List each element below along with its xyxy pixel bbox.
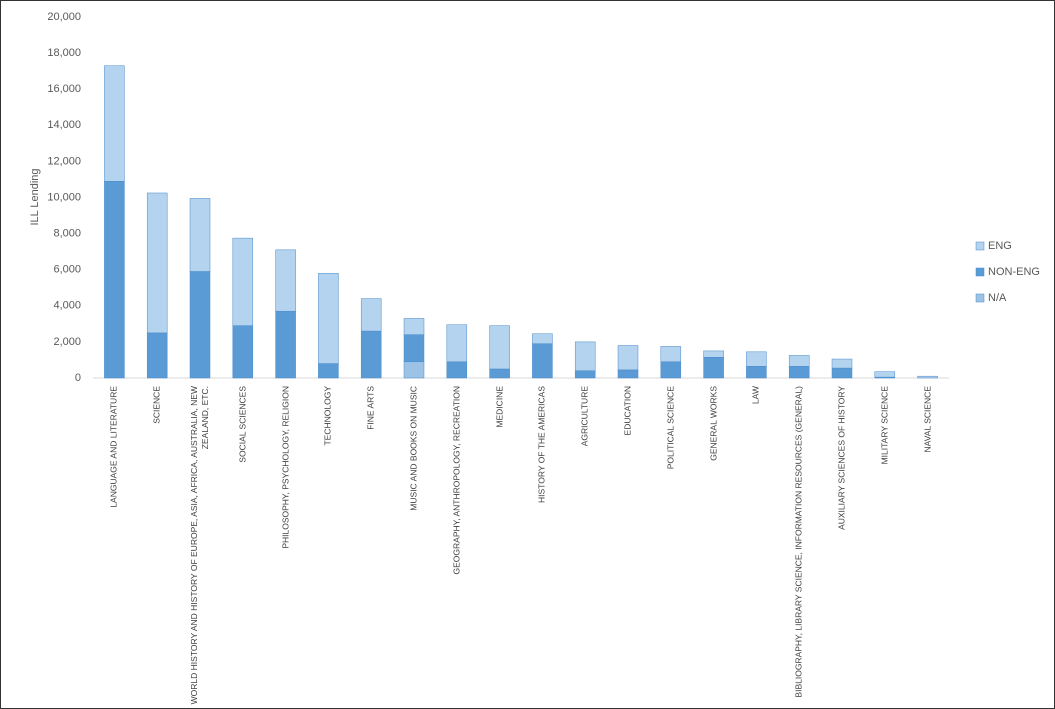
- y-tick-label: 8,000: [53, 228, 81, 240]
- y-tick-label: 18,000: [47, 47, 81, 59]
- bar-segment: [189, 271, 211, 379]
- bar-segment: [403, 334, 425, 363]
- bar-segment: [831, 358, 853, 369]
- x-tick-label: BIBLIOGRAPHY, LIBRARY SCIENCE, INFORMATI…: [793, 386, 804, 698]
- bar-segment: [788, 355, 810, 367]
- bar-segment: [403, 361, 425, 379]
- x-tick-label: MILITARY SCIENCE: [879, 386, 890, 465]
- bar-segment: [446, 361, 468, 379]
- x-tick-label: MEDICINE: [494, 386, 505, 428]
- legend-swatch: [975, 241, 985, 251]
- x-tick-label: GENERAL WORKS: [708, 386, 719, 461]
- y-tick-label: 6,000: [53, 264, 81, 276]
- x-tick-label: AUXILIARY SCIENCES OF HISTORY: [836, 386, 847, 530]
- x-tick-label: GEOGRAPHY, ANTHROPOLOGY, RECREATION: [451, 386, 462, 575]
- bar-segment: [275, 310, 296, 379]
- bar-segment: [574, 341, 596, 372]
- x-tick-label: FINE ARTS: [365, 386, 376, 430]
- bar-segment: [360, 298, 382, 332]
- x-tick-label: EDUCATION: [622, 386, 633, 436]
- bar-segment: [146, 192, 168, 334]
- bar-segment: [232, 237, 254, 326]
- y-axis-label: ILL Lending: [29, 168, 41, 225]
- x-tick-label: HISTORY OF THE AMERICAS: [536, 386, 547, 503]
- legend-label: N/A: [988, 292, 1007, 304]
- bar-segment: [831, 367, 853, 379]
- bar-segment: [146, 332, 168, 379]
- bar-segment: [574, 370, 596, 379]
- legend-label: ENG: [988, 240, 1012, 252]
- bar-segment: [703, 350, 724, 358]
- y-tick-label: 4,000: [53, 300, 81, 312]
- x-tick-label: LAW: [750, 386, 761, 405]
- bar-segment: [232, 325, 254, 379]
- y-tick-label: 12,000: [47, 155, 81, 167]
- y-tick-label: 0: [75, 372, 81, 384]
- bar-segment: [617, 345, 639, 371]
- bar-segment: [189, 198, 211, 272]
- bar-segment: [617, 369, 639, 379]
- legend-swatch: [975, 267, 985, 277]
- x-tick-label: PHILOSOPHY, PSYCHOLOGY, RELIGION: [280, 386, 291, 549]
- x-tick-label: NAVAL SCIENCE: [922, 386, 933, 453]
- y-tick-label: 10,000: [47, 191, 81, 203]
- bar-segment: [660, 361, 682, 379]
- y-tick-label: 14,000: [47, 119, 81, 131]
- x-tick-label: LANGUAGE AND LITERATURE: [108, 386, 119, 508]
- x-tick-label: POLITICAL SCIENCE: [665, 386, 676, 470]
- bar-segment: [318, 273, 339, 364]
- x-tick-label: WORLD HISTORY AND HISTORY OF EUROPE, ASI…: [189, 386, 210, 705]
- bar-segment: [703, 356, 724, 379]
- legend-label: NON-ENG: [988, 266, 1040, 278]
- bar-segment: [874, 371, 896, 378]
- y-tick-label: 20,000: [47, 11, 81, 23]
- bar-segment: [532, 333, 553, 344]
- y-tick-label: 16,000: [47, 83, 81, 95]
- bar-segment: [275, 249, 296, 312]
- bar-segment: [746, 351, 767, 367]
- y-tick-label: 2,000: [53, 336, 81, 348]
- bar-segment: [446, 324, 468, 363]
- bar-segment: [532, 343, 553, 379]
- bar-segment: [489, 368, 510, 379]
- x-tick-label: AGRICULTURE: [579, 386, 590, 447]
- bar-segment: [360, 330, 382, 379]
- bar-segment: [318, 363, 339, 379]
- x-tick-label: TECHNOLOGY: [322, 386, 333, 446]
- bar-segment: [746, 366, 767, 379]
- bar-segment: [403, 318, 425, 335]
- bar-segment: [788, 366, 810, 379]
- x-tick-label: MUSIC AND BOOKS ON MUSIC: [408, 386, 419, 511]
- x-tick-label: SOCIAL SCIENCES: [237, 386, 248, 463]
- legend-swatch: [975, 293, 985, 303]
- x-tick-label: SCIENCE: [151, 386, 162, 424]
- bar-segment: [917, 375, 938, 379]
- bar-segment: [104, 65, 125, 182]
- bar-segment: [489, 325, 510, 370]
- bar-segment: [660, 346, 682, 363]
- bar-segment: [104, 181, 125, 379]
